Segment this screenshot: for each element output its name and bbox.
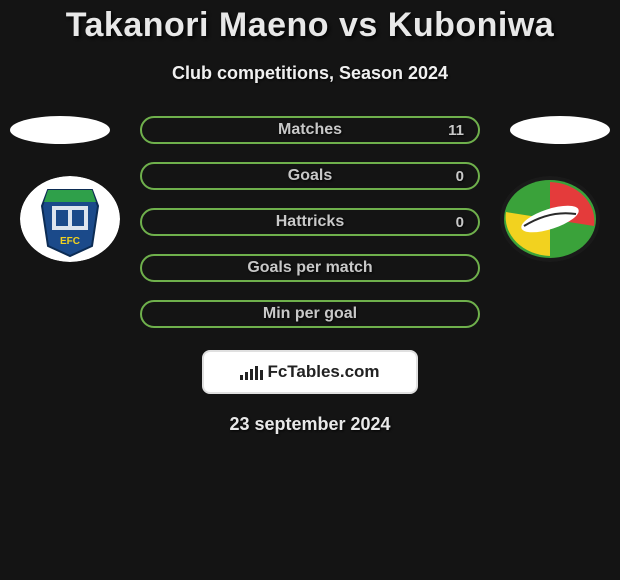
subtitle: Club competitions, Season 2024 bbox=[0, 63, 620, 84]
fctables-branding-link[interactable]: FcTables.com bbox=[202, 350, 418, 394]
stat-label: Min per goal bbox=[263, 305, 357, 323]
stat-row-hattricks: Hattricks 0 bbox=[140, 208, 480, 236]
stat-value-right: 0 bbox=[456, 214, 464, 231]
stat-label: Goals bbox=[288, 167, 332, 185]
club-badge-left: EFC bbox=[20, 176, 120, 262]
stat-row-matches: Matches 11 bbox=[140, 116, 480, 144]
stat-label: Hattricks bbox=[276, 213, 344, 231]
stat-value-right: 0 bbox=[456, 168, 464, 185]
stat-label: Matches bbox=[278, 121, 342, 139]
bar-chart-icon bbox=[240, 364, 263, 380]
stat-value-right: 11 bbox=[448, 122, 464, 139]
date-text: 23 september 2024 bbox=[0, 414, 620, 435]
player-right-head-oval bbox=[510, 116, 610, 144]
stat-label: Goals per match bbox=[247, 259, 372, 277]
comparison-area: EFC Matches 11 Goals 0 Hattricks 0 Goals… bbox=[0, 116, 620, 435]
page-title: Takanori Maeno vs Kuboniwa bbox=[0, 0, 620, 45]
svg-text:EFC: EFC bbox=[60, 236, 80, 247]
club-badge-right bbox=[500, 176, 600, 262]
stat-row-goals: Goals 0 bbox=[140, 162, 480, 190]
branding-text: FcTables.com bbox=[267, 362, 379, 382]
stat-row-min-per-goal: Min per goal bbox=[140, 300, 480, 328]
player-left-head-oval bbox=[10, 116, 110, 144]
stat-row-goals-per-match: Goals per match bbox=[140, 254, 480, 282]
